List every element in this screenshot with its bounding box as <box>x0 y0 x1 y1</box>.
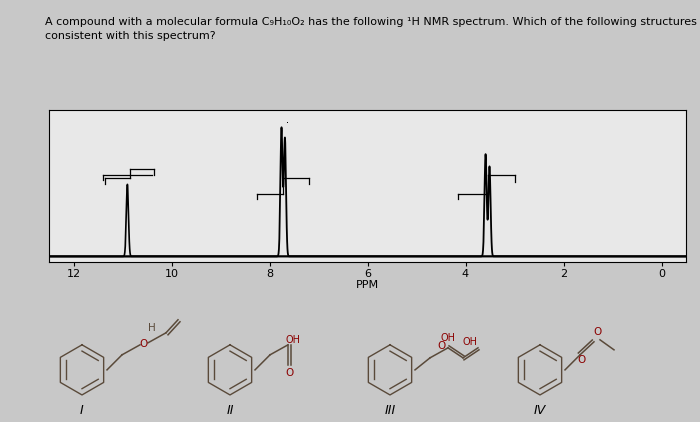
Text: III: III <box>384 404 395 417</box>
X-axis label: PPM: PPM <box>356 280 379 290</box>
Text: IV: IV <box>534 404 546 417</box>
Text: I: I <box>80 404 84 417</box>
Text: O: O <box>438 341 446 351</box>
Text: A compound with a molecular formula C₉H₁₀O₂ has the following ¹H NMR spectrum. W: A compound with a molecular formula C₉H₁… <box>45 16 700 41</box>
Text: O: O <box>140 339 148 349</box>
Text: O: O <box>286 368 294 378</box>
Text: OH: OH <box>286 335 300 345</box>
Text: OH: OH <box>463 337 477 347</box>
Text: O: O <box>594 327 602 337</box>
Text: O: O <box>578 355 586 365</box>
Text: H: H <box>148 323 156 333</box>
Text: OH: OH <box>440 333 456 343</box>
Text: II: II <box>226 404 234 417</box>
